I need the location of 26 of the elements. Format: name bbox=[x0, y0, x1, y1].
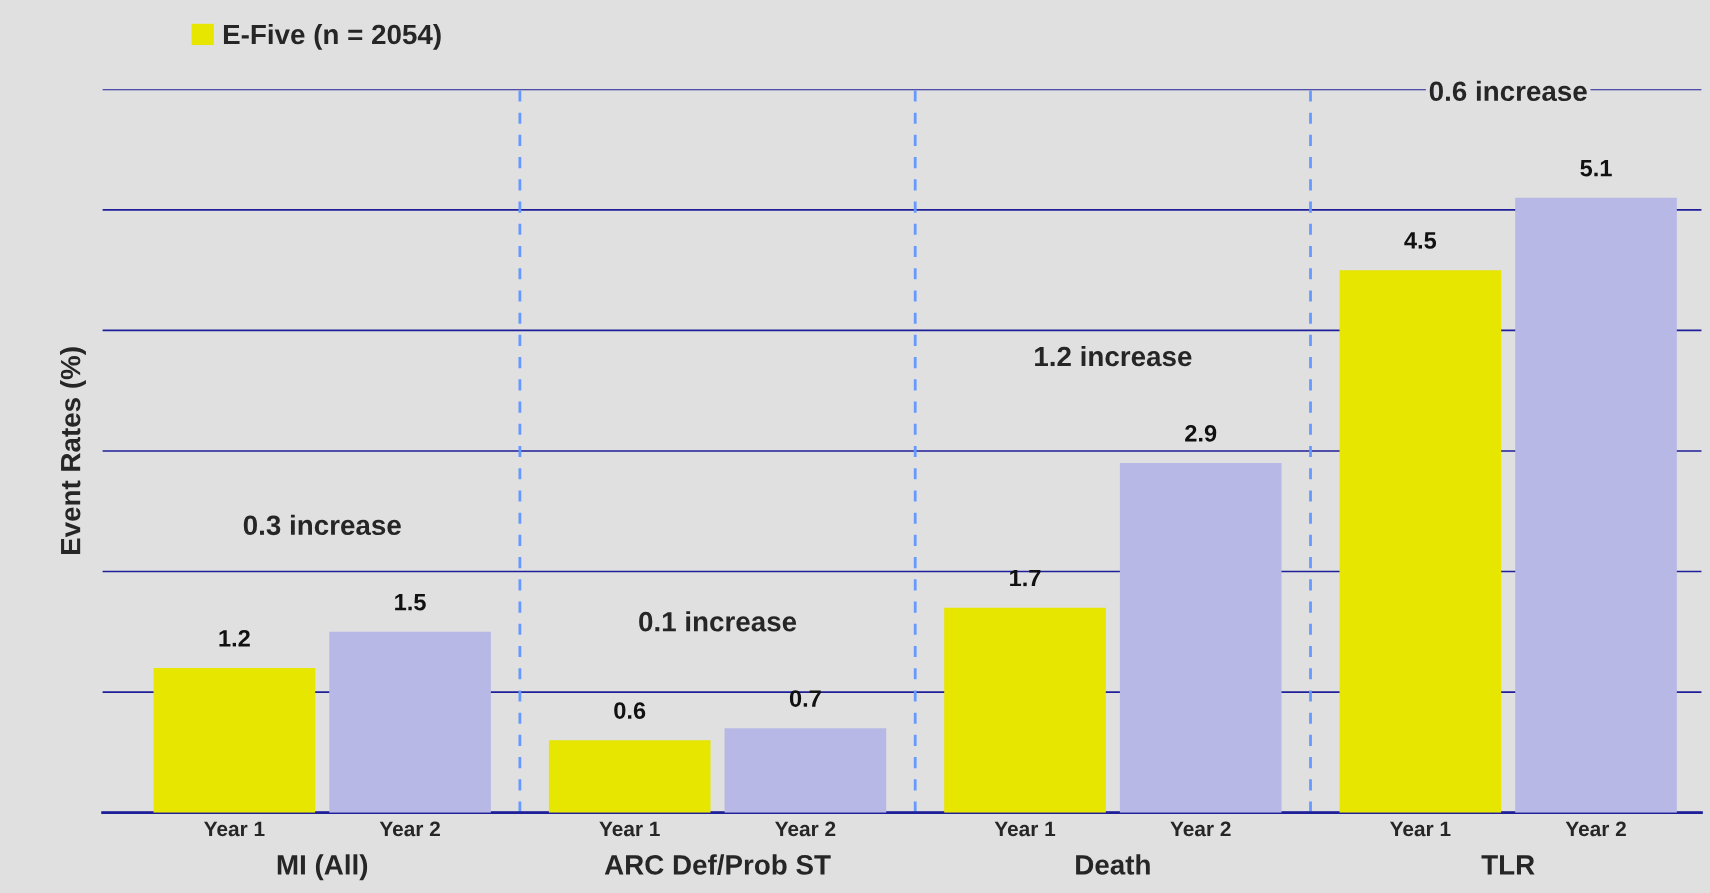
text: Death bbox=[1076, 854, 1150, 875]
x-tick-label: Year 2 bbox=[1565, 821, 1626, 837]
x-tick-label: Year 1 bbox=[204, 821, 265, 837]
data-label: 1.7 bbox=[1010, 569, 1041, 587]
data-label: 1.5 bbox=[395, 593, 426, 611]
legend-label: E-Five (n = 2054) bbox=[223, 23, 441, 50]
annotation: 1.2 increase bbox=[1035, 345, 1192, 367]
x-tick-label: Year 1 bbox=[994, 821, 1056, 837]
annotation: 0.6 increase bbox=[1429, 80, 1587, 102]
text: ARC Def/Prob ST bbox=[604, 854, 831, 875]
data-label: 4.5 bbox=[1404, 232, 1437, 249]
data-label: 5.1 bbox=[1580, 159, 1612, 177]
x-tick-label: Year 2 bbox=[775, 821, 836, 837]
annotation: 0.1 increase bbox=[639, 611, 797, 632]
x-tick-label: Year 2 bbox=[1170, 821, 1231, 837]
x-tick-label: Year 1 bbox=[599, 821, 660, 837]
text: TLR bbox=[1481, 855, 1535, 875]
x-tick-label: Year 2 bbox=[379, 821, 440, 837]
text: MI (All) bbox=[277, 854, 368, 881]
y-axis-title: Event Rates (%) bbox=[60, 347, 86, 555]
data-label: 0.7 bbox=[789, 690, 821, 707]
x-tick-label: Year 1 bbox=[1389, 821, 1451, 837]
data-label: 2.9 bbox=[1185, 424, 1217, 442]
annotation: 0.3 increase bbox=[243, 514, 401, 536]
data-label: 0.6 bbox=[614, 702, 646, 719]
data-label: 1.2 bbox=[219, 629, 250, 647]
